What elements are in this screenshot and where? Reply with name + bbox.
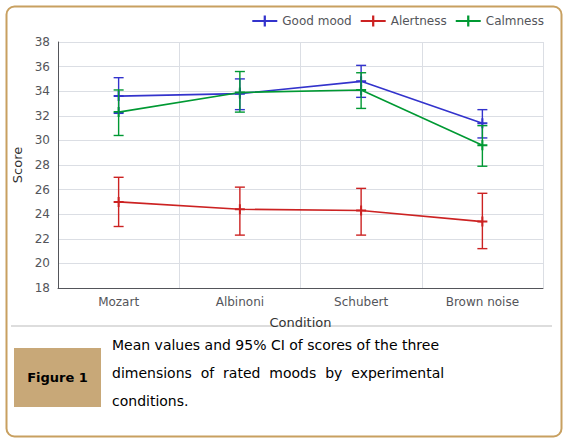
svg-text:32: 32 — [35, 109, 50, 123]
svg-text:Albinoni: Albinoni — [216, 295, 264, 309]
svg-text:36: 36 — [35, 60, 50, 74]
svg-text:18: 18 — [35, 281, 50, 295]
svg-text:Mean values and 95% CI of scor: Mean values and 95% CI of scores of the … — [112, 337, 439, 353]
svg-text:Good mood: Good mood — [282, 14, 351, 28]
svg-text:Condition: Condition — [269, 315, 331, 330]
svg-text:24: 24 — [35, 207, 50, 221]
svg-text:Brown noise: Brown noise — [446, 295, 519, 309]
svg-text:30: 30 — [35, 133, 50, 147]
svg-text:28: 28 — [35, 158, 50, 172]
svg-text:Score: Score — [10, 147, 25, 183]
svg-text:Figure 1: Figure 1 — [27, 370, 88, 385]
svg-text:Calmness: Calmness — [486, 14, 544, 28]
svg-text:Mozart: Mozart — [98, 295, 139, 309]
svg-text:Alertness: Alertness — [391, 14, 447, 28]
svg-text:20: 20 — [35, 256, 50, 270]
svg-text:34: 34 — [35, 84, 50, 98]
svg-text:26: 26 — [35, 183, 50, 197]
svg-text:22: 22 — [35, 232, 50, 246]
svg-text:38: 38 — [35, 35, 50, 49]
svg-text:dimensions of rated moods: dimensions of rated moods by experimenta… — [112, 365, 444, 381]
svg-text:Schubert: Schubert — [334, 295, 388, 309]
svg-text:conditions.: conditions. — [112, 393, 188, 409]
